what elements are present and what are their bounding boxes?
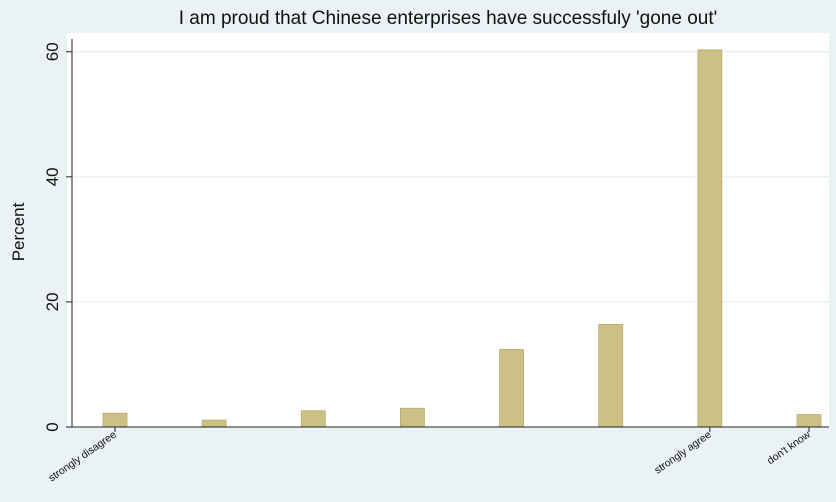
bar [300,410,326,428]
x-axis: strongly disagree strongly agree don't kno… [46,426,829,485]
y-tick-label: 40 [43,167,62,186]
x-tick-label: don't know [765,428,813,467]
chart-title: I am proud that Chinese enterprises have… [179,8,718,29]
bar [598,324,624,428]
y-axis: 0 20 40 60 [43,39,73,432]
bar [499,349,524,428]
x-tick-label: strongly agree [652,429,714,477]
bar [697,49,723,428]
y-tick-label: 0 [43,422,62,431]
bars [102,49,822,428]
y-axis-label: Percent [9,202,28,261]
bar [201,419,227,428]
y-tick-label: 20 [43,292,62,311]
bar [102,412,128,428]
bar [400,407,425,428]
x-tick-label: strongly disagree [46,429,119,485]
y-tick-label: 60 [43,42,62,61]
bar [796,414,822,428]
